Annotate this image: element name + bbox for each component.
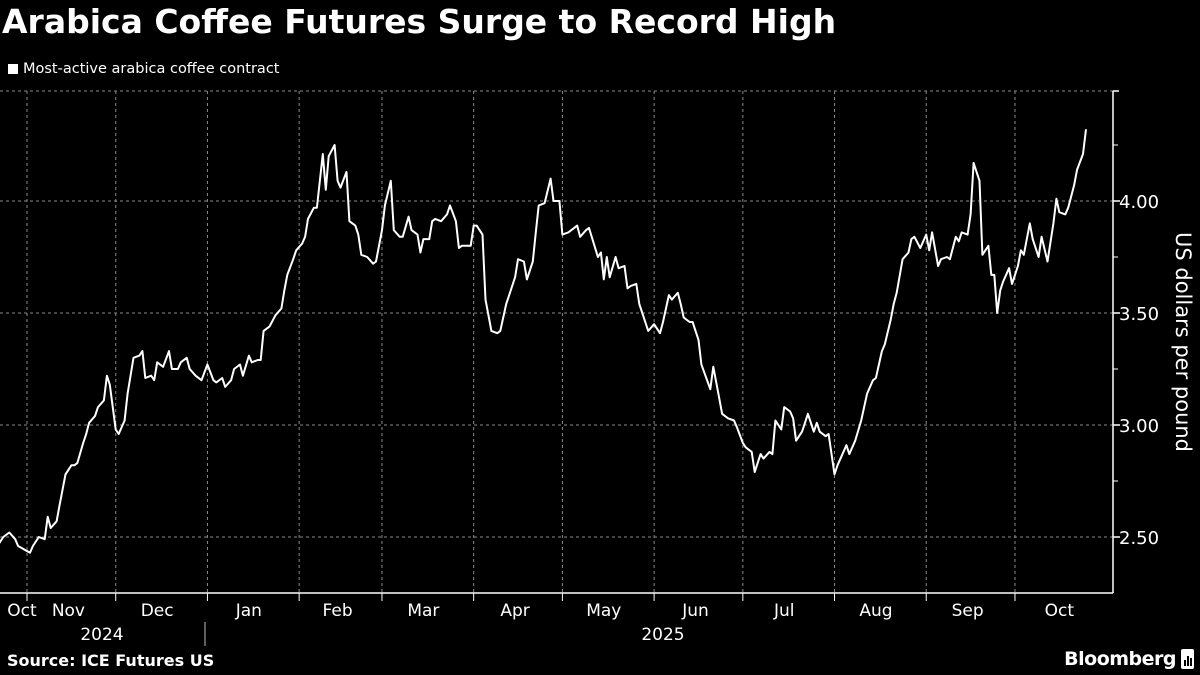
legend-label: Most-active arabica coffee contract (23, 61, 280, 77)
bloomberg-terminal-icon (1181, 649, 1194, 669)
source-note: Source: ICE Futures US (7, 651, 215, 670)
year-label: 2024 (80, 625, 123, 645)
series-line (0, 129, 1087, 554)
x-tick-label: Apr (500, 601, 529, 621)
x-tick-label: Oct (7, 601, 37, 621)
x-tick-label: Jun (681, 601, 709, 621)
x-tick-label: Sep (952, 601, 984, 621)
bloomberg-logo: Bloomberg (1064, 648, 1194, 670)
y-tick-label: 4.00 (1119, 192, 1159, 213)
x-tick-label: Jan (235, 601, 262, 621)
brand-name: Bloomberg (1064, 648, 1176, 670)
x-tick-label: Oct (1045, 601, 1075, 621)
chart-title: Arabica Coffee Futures Surge to Record H… (2, 2, 837, 41)
y-axis-title: US dollars per pound (1171, 232, 1195, 452)
x-tick-label: Mar (407, 601, 439, 621)
x-tick-label: Nov (52, 601, 85, 621)
legend-swatch (8, 64, 18, 74)
y-tick-label: 3.00 (1119, 416, 1159, 437)
x-tick-label: May (586, 601, 621, 621)
x-tick-label: Aug (859, 601, 892, 621)
y-tick-label: 3.50 (1119, 304, 1159, 325)
x-tick-label: Feb (323, 601, 353, 621)
year-label: 2025 (641, 625, 684, 645)
y-tick-label: 2.50 (1119, 528, 1159, 549)
legend: Most-active arabica coffee contract (8, 61, 279, 77)
x-tick-label: Jul (773, 601, 795, 621)
x-tick-label: Dec (141, 601, 174, 621)
